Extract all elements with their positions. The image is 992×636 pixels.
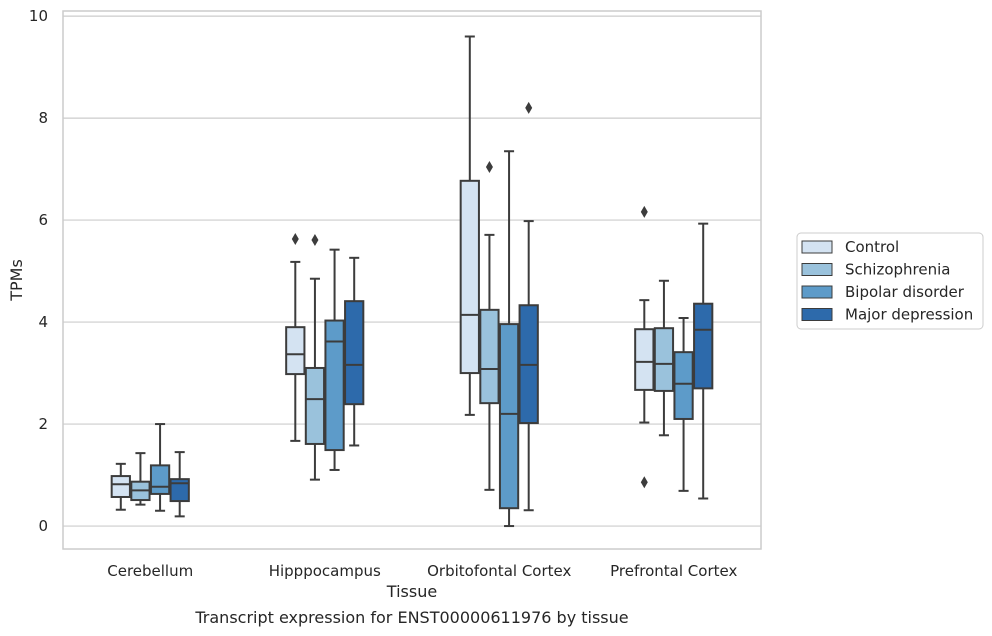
box-group — [653, 279, 675, 437]
box-group — [479, 161, 500, 491]
x-tick-labels: Cerebellum Hipppocampus Orbitofontal Corte… — [107, 562, 737, 580]
legend-swatch — [801, 263, 833, 276]
box-group — [518, 101, 539, 512]
y-tick-label: 4 — [38, 313, 48, 331]
box — [304, 366, 326, 445]
legend: Control Schizophrenia Bipolar disorder Majo… — [796, 232, 984, 330]
box — [634, 328, 655, 391]
grid-lines — [63, 15, 761, 527]
y-tick-labels: 0 2 4 6 8 10 — [29, 7, 48, 535]
box — [653, 327, 675, 392]
x-tick-label: Prefrontal Cortex — [610, 562, 737, 580]
legend-label: Major depression — [845, 306, 973, 324]
x-tick-label: Cerebellum — [107, 562, 193, 580]
box-group — [344, 256, 365, 447]
legend-label: Control — [845, 238, 899, 256]
x-axis-title: Tissue — [386, 582, 437, 601]
box — [344, 300, 365, 406]
box — [459, 179, 480, 375]
legend-label: Bipolar disorder — [845, 283, 965, 301]
box-group — [459, 35, 480, 416]
legend-swatch — [801, 285, 833, 299]
box-group — [634, 205, 655, 489]
box — [693, 302, 714, 390]
box-group — [498, 150, 520, 528]
outlier-point — [485, 161, 493, 174]
box-group — [673, 316, 694, 492]
outlier-point — [640, 205, 648, 218]
boxes — [110, 35, 714, 528]
box — [673, 351, 694, 420]
box-group — [130, 452, 151, 506]
y-tick-label: 8 — [38, 109, 48, 127]
outlier-point — [640, 476, 648, 489]
box — [285, 326, 306, 376]
legend-swatch — [801, 240, 833, 254]
x-tick-label: Hipppocampus — [269, 562, 381, 580]
legend-frame — [796, 232, 984, 330]
box — [149, 464, 171, 495]
y-tick-label: 10 — [29, 7, 48, 25]
box-group — [324, 248, 345, 471]
y-tick-label: 2 — [38, 415, 48, 433]
box — [324, 319, 345, 452]
box — [498, 323, 520, 510]
box-group — [304, 233, 326, 481]
outlier-point — [311, 233, 319, 246]
y-tick-label: 6 — [38, 211, 48, 229]
box-group — [285, 232, 306, 442]
box-group — [169, 451, 190, 518]
chart-caption: Transcript expression for ENST0000061197… — [194, 608, 628, 627]
box-group — [693, 222, 714, 500]
legend-label: Schizophrenia — [845, 261, 950, 279]
y-axis-title: TPMs — [7, 259, 26, 302]
box-group — [110, 462, 131, 511]
box — [169, 478, 190, 503]
box — [479, 308, 500, 405]
outlier-point — [525, 101, 533, 114]
x-tick-label: Orbitofontal Cortex — [427, 562, 571, 580]
y-tick-label: 0 — [38, 517, 48, 535]
box — [110, 475, 131, 498]
box-group — [149, 423, 171, 512]
outlier-point — [291, 232, 299, 245]
legend-swatch — [801, 308, 833, 321]
